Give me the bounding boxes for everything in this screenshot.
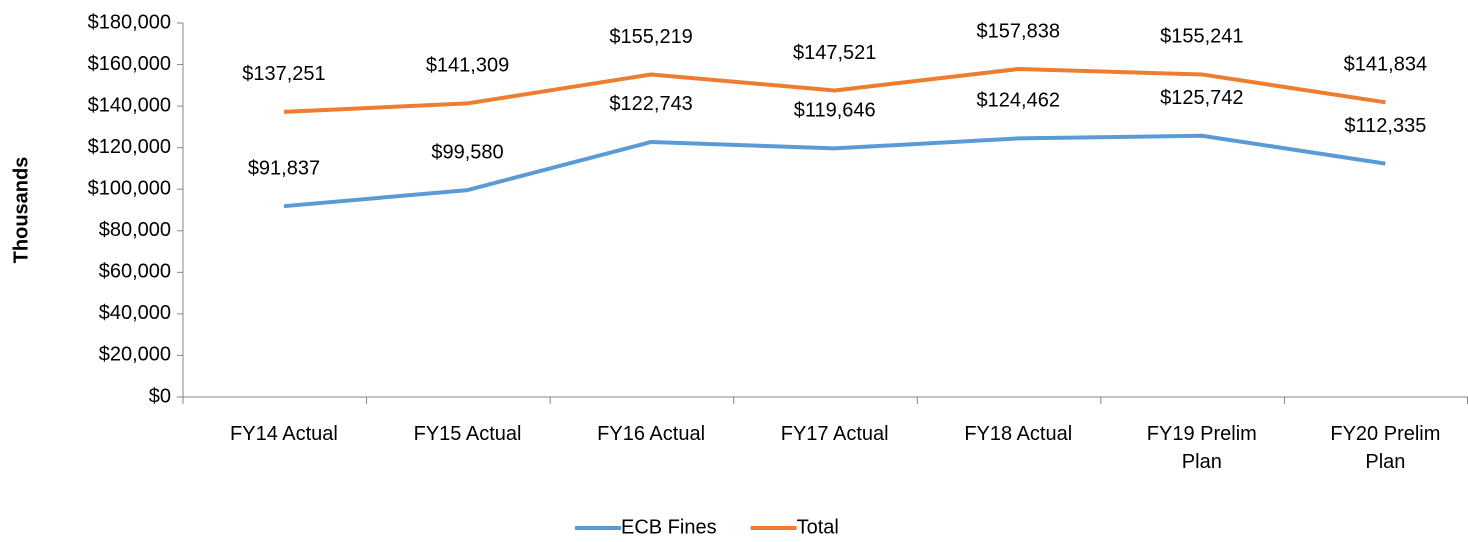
series-line bbox=[283, 67, 1386, 114]
data-label: $119,646 bbox=[794, 100, 876, 122]
x-tick-label: FY18 Actual bbox=[964, 423, 1073, 445]
data-label: $125,742 bbox=[1160, 87, 1243, 109]
x-tick-label: FY17 Actual bbox=[780, 423, 889, 445]
y-tick-label: $40,000 bbox=[99, 302, 171, 324]
y-tick-label: $120,000 bbox=[88, 136, 171, 158]
x-tick-label: FY20 Prelim Plan bbox=[1330, 423, 1441, 473]
series-line bbox=[283, 133, 1386, 209]
data-label: $141,834 bbox=[1344, 54, 1427, 76]
legend-label: ECB Fines bbox=[621, 516, 717, 538]
data-label: $112,335 bbox=[1344, 115, 1426, 137]
y-tick-label: $60,000 bbox=[99, 261, 171, 283]
x-tick-label: FY14 Actual bbox=[230, 423, 338, 445]
y-tick-label: $180,000 bbox=[88, 11, 171, 33]
data-label: $137,251 bbox=[242, 63, 325, 85]
data-label: $99,580 bbox=[431, 141, 503, 163]
data-label: $157,838 bbox=[977, 20, 1060, 42]
x-tick-label: FY15 Actual bbox=[413, 423, 522, 445]
y-axis-title: Thousands bbox=[10, 157, 32, 264]
data-label: $155,219 bbox=[609, 26, 692, 48]
data-label: $155,241 bbox=[1160, 26, 1243, 48]
x-tick-label: FY16 Actual bbox=[597, 423, 706, 445]
data-label: $124,462 bbox=[977, 90, 1060, 112]
data-label: $147,521 bbox=[793, 42, 876, 64]
legend-label: Total bbox=[797, 516, 839, 538]
data-label: $91,837 bbox=[248, 157, 320, 179]
y-tick-label: $0 bbox=[149, 385, 171, 407]
y-tick-label: $140,000 bbox=[88, 94, 171, 116]
y-tick-label: $100,000 bbox=[88, 178, 171, 200]
data-label: $122,743 bbox=[609, 93, 692, 115]
data-label: $141,309 bbox=[426, 55, 509, 77]
y-tick-label: $20,000 bbox=[99, 344, 171, 366]
y-tick-label: $80,000 bbox=[99, 219, 171, 241]
y-tick-label: $160,000 bbox=[88, 53, 171, 75]
x-tick-label: FY19 Prelim Plan bbox=[1146, 423, 1257, 473]
